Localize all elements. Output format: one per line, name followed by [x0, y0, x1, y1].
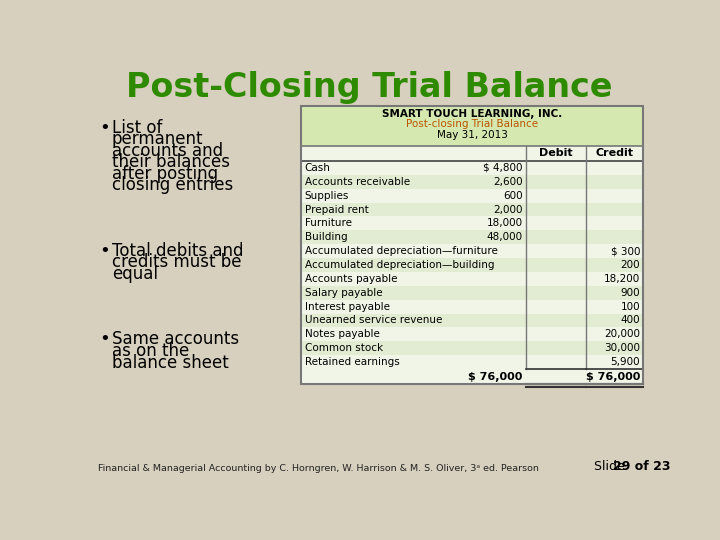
Text: Interest payable: Interest payable [305, 301, 390, 312]
Text: 900: 900 [621, 288, 640, 298]
Text: 20,000: 20,000 [604, 329, 640, 339]
Text: after posting: after posting [112, 165, 218, 183]
Text: Common stock: Common stock [305, 343, 383, 353]
Text: Slide: Slide [594, 460, 629, 473]
Text: 2,000: 2,000 [493, 205, 523, 214]
Text: 30,000: 30,000 [604, 343, 640, 353]
Text: 18,200: 18,200 [604, 274, 640, 284]
Bar [301, 231, 644, 244]
Bar [301, 217, 644, 231]
Bar [301, 272, 644, 286]
Text: Total debits and: Total debits and [112, 242, 243, 260]
Text: 400: 400 [621, 315, 640, 326]
Text: Furniture: Furniture [305, 218, 351, 228]
Text: Notes payable: Notes payable [305, 329, 379, 339]
Text: Salary payable: Salary payable [305, 288, 382, 298]
Text: their balances: their balances [112, 153, 230, 171]
Bar [301, 202, 644, 217]
Text: Building: Building [305, 232, 347, 242]
Bar [301, 189, 644, 202]
Text: balance sheet: balance sheet [112, 354, 228, 372]
Text: Debit: Debit [539, 148, 572, 158]
Text: •: • [99, 242, 110, 260]
Text: 600: 600 [503, 191, 523, 201]
Text: List of: List of [112, 119, 162, 137]
Text: 2,600: 2,600 [492, 177, 523, 187]
Text: accounts and: accounts and [112, 142, 222, 160]
Text: Supplies: Supplies [305, 191, 349, 201]
Text: closing entries: closing entries [112, 177, 233, 194]
Text: SMART TOUCH LEARNING, INC.: SMART TOUCH LEARNING, INC. [382, 109, 562, 119]
Text: 29 of 23: 29 of 23 [613, 460, 670, 473]
Text: 200: 200 [621, 260, 640, 270]
Text: Post-Closing Trial Balance: Post-Closing Trial Balance [126, 71, 612, 104]
Text: 100: 100 [621, 301, 640, 312]
Text: Accumulated depreciation—furniture: Accumulated depreciation—furniture [305, 246, 498, 256]
Bar [301, 106, 644, 384]
Bar [301, 327, 644, 341]
Text: $ 4,800: $ 4,800 [483, 163, 523, 173]
Bar [301, 161, 644, 175]
Text: Credit: Credit [595, 148, 634, 158]
Bar [301, 258, 644, 272]
Bar [301, 300, 644, 314]
Text: $ 76,000: $ 76,000 [586, 372, 640, 382]
Bar [301, 341, 644, 355]
Text: •: • [99, 119, 110, 137]
Bar [301, 106, 644, 146]
Text: May 31, 2013: May 31, 2013 [436, 130, 508, 140]
Text: 5,900: 5,900 [611, 357, 640, 367]
Text: Accounts receivable: Accounts receivable [305, 177, 410, 187]
Text: Unearned service revenue: Unearned service revenue [305, 315, 442, 326]
Text: Same accounts: Same accounts [112, 330, 239, 348]
Text: Financial & Managerial Accounting by C. Horngren, W. Harrison & M. S. Oliver, 3ᵃ: Financial & Managerial Accounting by C. … [98, 464, 539, 473]
Text: equal: equal [112, 265, 158, 283]
Bar [301, 244, 644, 258]
Text: credits must be: credits must be [112, 253, 241, 272]
Text: Accounts payable: Accounts payable [305, 274, 397, 284]
Text: Cash: Cash [305, 163, 330, 173]
Bar [301, 355, 644, 369]
Text: 48,000: 48,000 [486, 232, 523, 242]
Bar [301, 286, 644, 300]
Text: Post-closing Trial Balance: Post-closing Trial Balance [406, 119, 538, 129]
Text: Prepaid rent: Prepaid rent [305, 205, 369, 214]
Text: as on the: as on the [112, 342, 189, 360]
Bar [301, 175, 644, 189]
Text: Accumulated depreciation—building: Accumulated depreciation—building [305, 260, 494, 270]
Text: Retained earnings: Retained earnings [305, 357, 400, 367]
Text: •: • [99, 330, 110, 348]
Text: $ 300: $ 300 [611, 246, 640, 256]
Bar [301, 369, 644, 384]
Text: $ 76,000: $ 76,000 [468, 372, 523, 382]
Text: 18,000: 18,000 [486, 218, 523, 228]
Bar [301, 314, 644, 327]
Text: permanent: permanent [112, 130, 203, 148]
Bar [301, 146, 644, 161]
